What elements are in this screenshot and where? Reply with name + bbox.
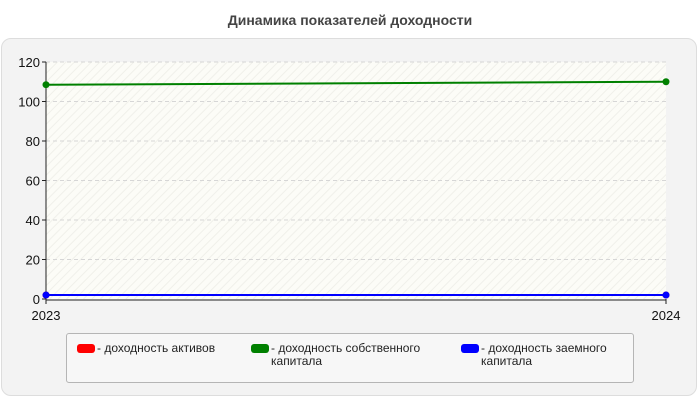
legend-label: - доходность активов <box>97 341 216 355</box>
legend-swatch-blue <box>461 344 479 353</box>
y-tick-label: 0 <box>33 292 40 307</box>
legend-item-assets[interactable]: - доходность активов <box>77 342 247 355</box>
series-line <box>45 80 667 86</box>
legend-swatch-red <box>77 344 95 353</box>
chart-title: Динамика показателей доходности <box>227 12 473 28</box>
x-axis-ticks: 2023 2024 <box>32 299 681 323</box>
y-tick-label: 40 <box>26 213 40 228</box>
data-point[interactable] <box>42 81 50 89</box>
x-tick-label: 2024 <box>652 308 681 323</box>
legend-item-equity[interactable]: - доходность собственного капитала <box>251 342 421 368</box>
legend: - доходность активов - доходность собств… <box>66 333 634 383</box>
legend-label: - доходность заемного капитала <box>481 341 607 368</box>
legend-label: - доходность собственного капитала <box>271 341 421 368</box>
y-axis-ticks: 0 20 40 60 80 100 120 <box>18 55 46 307</box>
legend-swatch-green <box>251 344 269 353</box>
y-tick-label: 20 <box>26 253 40 268</box>
series-lines <box>42 78 670 299</box>
gridlines <box>46 61 666 260</box>
x-tick-label: 2023 <box>32 308 61 323</box>
data-point[interactable] <box>662 78 670 86</box>
data-point[interactable] <box>42 291 50 299</box>
y-tick-label: 60 <box>26 174 40 189</box>
y-tick-label: 80 <box>26 134 40 149</box>
y-tick-label: 120 <box>18 55 40 70</box>
y-tick-label: 100 <box>18 95 40 110</box>
data-point[interactable] <box>662 291 670 299</box>
legend-item-debt[interactable]: - доходность заемного капитала <box>461 342 631 368</box>
